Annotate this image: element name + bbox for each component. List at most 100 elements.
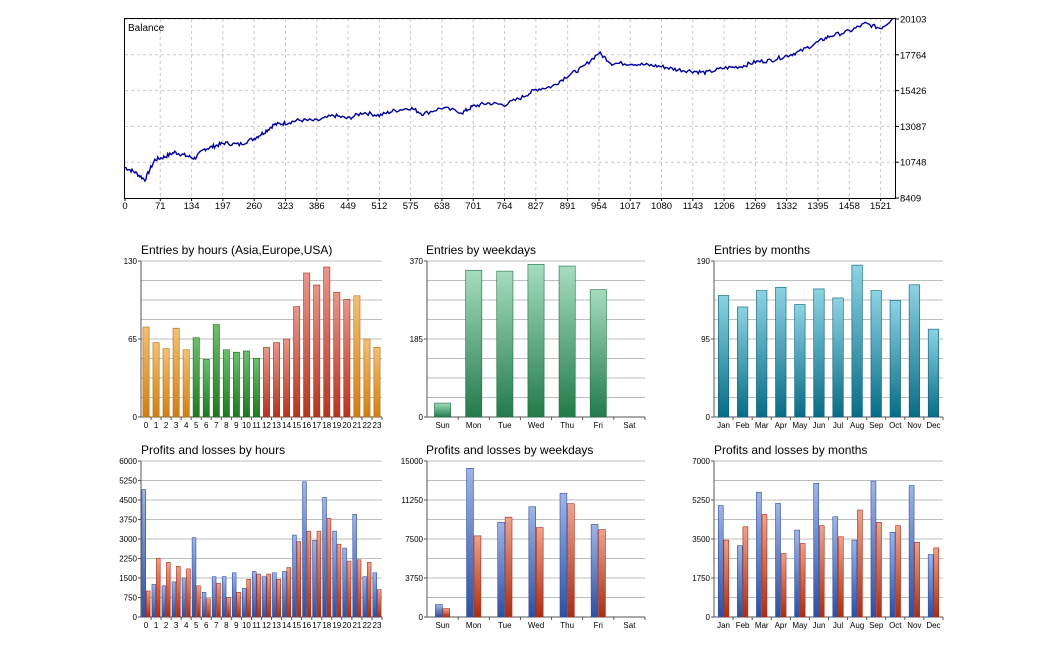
entries-hours-bar bbox=[182, 349, 190, 418]
entries-hours-x-tick-label: 19 bbox=[332, 421, 341, 430]
pl-hours-profit-bar bbox=[272, 572, 277, 618]
pl-hours-profit-bar bbox=[362, 576, 367, 618]
pl-months-profit-bar bbox=[737, 545, 743, 618]
entries-hours-y-tick-label: 0 bbox=[133, 413, 138, 422]
entries-hours-x-tick-label: 8 bbox=[224, 421, 229, 430]
entries-hours-x-tick-label: 18 bbox=[322, 421, 331, 430]
pl-months-profit-bar bbox=[908, 485, 915, 618]
pl-hours-profit-bar bbox=[171, 581, 177, 618]
entries-weekdays-x-tick-label: Mon bbox=[466, 421, 482, 430]
entries-weekdays-x-tick-label: Tue bbox=[498, 421, 512, 430]
pl-weekdays-x-tick-label: Wed bbox=[528, 621, 544, 630]
entries-months-bar bbox=[794, 304, 806, 418]
entries-hours-x-tick-label: 16 bbox=[302, 421, 311, 430]
entries-months-x-tick-label: Sep bbox=[869, 421, 884, 430]
balance-x-tick-label: 260 bbox=[246, 201, 262, 212]
pl-hours-loss-bar bbox=[246, 578, 251, 618]
pl-hours-x-tick-label: 16 bbox=[302, 621, 311, 630]
entries-weekdays-bar bbox=[527, 264, 545, 418]
entries-hours-bar bbox=[353, 295, 361, 418]
entries-hours-x-tick-label: 1 bbox=[154, 421, 159, 430]
entries-hours-x-tick-label: 21 bbox=[352, 421, 361, 430]
pl-weekdays-loss-bar bbox=[442, 608, 451, 618]
pl-months-loss-bar bbox=[780, 553, 787, 618]
entries-months-x-tick-label: Nov bbox=[907, 421, 921, 430]
entries-hours-x-tick-label: 20 bbox=[342, 421, 351, 430]
pl-hours-y-tick-label: 750 bbox=[124, 594, 138, 603]
entries-hours-bar bbox=[313, 284, 321, 418]
entries-months-x-tick-label: Jul bbox=[833, 421, 843, 430]
pl-weekdays-y-tick-label: 7500 bbox=[405, 535, 423, 544]
entries-hours-bar bbox=[333, 291, 341, 418]
pl-hours-loss-bar bbox=[316, 530, 322, 618]
pl-weekdays-x-tick-label: Mon bbox=[466, 621, 482, 630]
pl-weekdays-profit-bar bbox=[559, 492, 568, 618]
entries-hours-bar bbox=[152, 342, 160, 418]
pl-hours-loss-bar bbox=[206, 598, 211, 618]
pl-months-profit-bar bbox=[756, 491, 762, 618]
pl-weekdays-profit-bar bbox=[528, 506, 537, 618]
entries-months-x-tick-label: Oct bbox=[889, 421, 902, 430]
entries-hours-bar bbox=[293, 306, 301, 418]
pl-hours-loss-bar bbox=[326, 517, 332, 618]
balance-x-tick-label: 891 bbox=[560, 201, 576, 212]
entries-months-bar bbox=[813, 288, 825, 418]
pl-hours-x-tick-label: 15 bbox=[292, 621, 301, 630]
pl-hours-loss-bar bbox=[176, 565, 181, 618]
pl-weekdays-loss-bar bbox=[504, 516, 513, 618]
pl-hours-profit-bar bbox=[151, 584, 157, 618]
pl-hours-x-tick-label: 13 bbox=[272, 621, 281, 630]
balance-x-tick-label: 0 bbox=[122, 201, 127, 212]
balance-x-tick-label: 1332 bbox=[776, 201, 797, 212]
pl-months-profit-bar bbox=[889, 532, 896, 618]
pl-weekdays-loss-bar bbox=[473, 535, 482, 618]
entries-months-bar bbox=[775, 286, 787, 418]
pl-months-y-tick-label: 0 bbox=[706, 613, 711, 622]
entries-hours-bar bbox=[222, 349, 230, 418]
entries-weekdays-bar bbox=[558, 265, 576, 418]
pl-weekdays-x-tick-label: Sun bbox=[435, 621, 449, 630]
balance-x-tick-label: 1395 bbox=[807, 201, 828, 212]
balance-x-tick-label: 1080 bbox=[651, 201, 672, 212]
entries-hours-bar bbox=[202, 359, 210, 418]
pl-hours-y-tick-label: 2250 bbox=[119, 555, 137, 564]
entries-hours-bar bbox=[212, 324, 220, 418]
pl-hours-y-tick-label: 0 bbox=[133, 613, 138, 622]
pl-months-x-tick-label: Jan bbox=[717, 621, 730, 630]
pl-months-loss-bar bbox=[723, 539, 730, 618]
entries-hours-bar bbox=[232, 351, 240, 418]
pl-months-loss-bar bbox=[818, 525, 825, 618]
pl-months-profit-bar bbox=[832, 516, 839, 618]
pl-hours-profit-bar bbox=[231, 572, 237, 618]
entries-hours-bar bbox=[323, 266, 331, 418]
pl-hours-profit-bar bbox=[211, 576, 217, 618]
pl-hours-profit-bar bbox=[191, 537, 197, 618]
entries-hours-bar bbox=[162, 348, 170, 418]
entries-hours-bar bbox=[172, 327, 180, 418]
pl-months-loss-bar bbox=[933, 547, 940, 618]
balance-y-tick-label: 13087 bbox=[900, 122, 926, 133]
entries-hours-x-tick-label: 5 bbox=[194, 421, 199, 430]
entries-months-bar bbox=[927, 328, 940, 418]
pl-months-loss-bar bbox=[876, 521, 882, 618]
pl-hours-loss-bar bbox=[286, 567, 292, 618]
balance-plot-frame bbox=[124, 18, 896, 199]
pl-months-loss-bar bbox=[742, 526, 749, 618]
pl-weekdays-x-tick-label: Tue bbox=[498, 621, 512, 630]
balance-x-tick-label: 638 bbox=[434, 201, 450, 212]
pl-hours-title: Profits and losses by hours bbox=[141, 443, 285, 457]
pl-months-x-tick-label: Oct bbox=[889, 621, 902, 630]
pl-hours-x-tick-label: 5 bbox=[194, 621, 199, 630]
pl-months-chart: Profits and losses by months 0 1750 3500 52… bbox=[692, 443, 944, 630]
balance-y-tick-label: 8409 bbox=[900, 194, 921, 205]
entries-hours-bar bbox=[363, 338, 371, 418]
entries-hours-x-tick-label: 15 bbox=[292, 421, 301, 430]
balance-x-tick-label: 323 bbox=[278, 201, 294, 212]
balance-title: Balance bbox=[128, 23, 165, 34]
pl-hours-x-tick-label: 4 bbox=[184, 621, 189, 630]
pl-months-y-tick-label: 7000 bbox=[692, 457, 710, 466]
pl-hours-profit-bar bbox=[372, 572, 377, 618]
pl-hours-profit-bar bbox=[252, 571, 257, 618]
entries-months-title: Entries by months bbox=[714, 243, 810, 257]
